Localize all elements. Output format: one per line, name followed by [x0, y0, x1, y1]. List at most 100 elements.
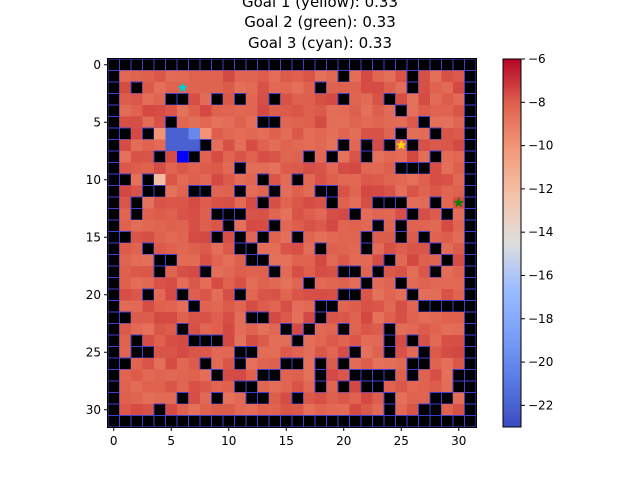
value-cell [269, 277, 281, 290]
wall-cell [452, 369, 465, 382]
wall-cell [464, 346, 477, 359]
value-cell [292, 220, 304, 232]
value-cell [165, 404, 178, 416]
value-cell [303, 93, 316, 106]
wall-cell [464, 231, 477, 244]
value-cell [200, 404, 212, 416]
wall-cell [395, 58, 408, 71]
value-cell [188, 358, 201, 370]
value-cell [418, 254, 431, 267]
value-cell [211, 70, 224, 83]
value-cell [292, 82, 304, 94]
value-cell [257, 346, 270, 359]
value-cell [177, 243, 189, 255]
value-cell [131, 105, 143, 117]
value-cell [257, 381, 270, 393]
value-cell [131, 289, 143, 301]
value-cell [154, 243, 166, 255]
value-cell [430, 254, 442, 267]
wall-cell [337, 415, 350, 428]
value-cell [430, 70, 442, 83]
wall-cell [268, 58, 281, 71]
value-cell [280, 139, 293, 152]
value-cell [280, 312, 293, 324]
value-cell [257, 266, 270, 278]
value-cell [407, 277, 419, 290]
value-cell [223, 266, 235, 278]
wall-cell [429, 150, 442, 163]
wall-cell [153, 185, 166, 198]
wall-cell [245, 58, 258, 71]
wall-cell [406, 81, 419, 94]
wall-cell [268, 185, 281, 198]
value-cell [303, 105, 316, 117]
wall-cell [107, 81, 120, 94]
wall-cell [360, 369, 373, 382]
value-cell [257, 335, 270, 347]
value-cell [234, 70, 247, 83]
value-cell [430, 346, 442, 359]
wall-cell [464, 58, 477, 71]
wall-cell [406, 415, 419, 428]
value-cell [338, 116, 350, 129]
wall-cell [119, 231, 132, 244]
value-cell [165, 312, 178, 324]
wall-cell [314, 300, 327, 313]
value-cell [234, 312, 247, 324]
wall-cell [464, 150, 477, 163]
colorbar-tick-label: −18 [528, 312, 553, 326]
wall-cell [337, 288, 350, 301]
wall-cell [199, 415, 212, 428]
value-cell [188, 93, 201, 106]
value-cell [418, 392, 431, 405]
value-cell [280, 231, 293, 244]
value-cell [384, 162, 396, 175]
value-cell [441, 116, 454, 129]
value-cell [223, 289, 235, 301]
value-cell [326, 220, 339, 232]
value-cell [165, 82, 178, 94]
wall-cell [452, 58, 465, 71]
value-cell [119, 266, 132, 278]
value-cell [303, 185, 316, 198]
wall-cell [349, 288, 362, 301]
wall-cell [383, 334, 396, 347]
colorbar-tick-label: −16 [528, 268, 553, 282]
value-cell [292, 323, 304, 336]
wall-cell [395, 219, 408, 232]
wall-cell [349, 415, 362, 428]
wall-cell [107, 70, 120, 83]
value-cell [303, 231, 316, 244]
wall-cell [464, 242, 477, 255]
wall-cell [395, 196, 408, 209]
value-cell [177, 346, 189, 359]
value-cell [372, 116, 385, 129]
value-cell [280, 289, 293, 301]
value-cell [280, 254, 293, 267]
wall-cell [268, 415, 281, 428]
value-cell [326, 404, 339, 416]
value-cell [200, 392, 212, 405]
value-cell [131, 116, 143, 129]
value-cell [361, 358, 373, 370]
value-cell [165, 335, 178, 347]
value-cell [246, 105, 258, 117]
heatmap-frame [107, 58, 477, 428]
value-cell [407, 254, 419, 267]
value-cell [280, 392, 293, 405]
value-cell [407, 323, 419, 336]
value-cell [418, 82, 431, 94]
wall-cell [383, 346, 396, 359]
x-axis: 0 5 10 15 20 25 30 [110, 427, 466, 448]
value-cell [200, 289, 212, 301]
value-cell [131, 174, 143, 186]
value-cell [131, 151, 143, 163]
wall-cell [429, 242, 442, 255]
value-cell [177, 105, 189, 117]
wall-cell [464, 70, 477, 83]
value-cell [246, 335, 258, 347]
value-cell [292, 254, 304, 267]
value-cell [338, 197, 350, 209]
colorbar-axis: −6 −8 −10 −12 −14 −16 −18 −20 −22 [521, 52, 553, 412]
value-cell [303, 392, 316, 405]
